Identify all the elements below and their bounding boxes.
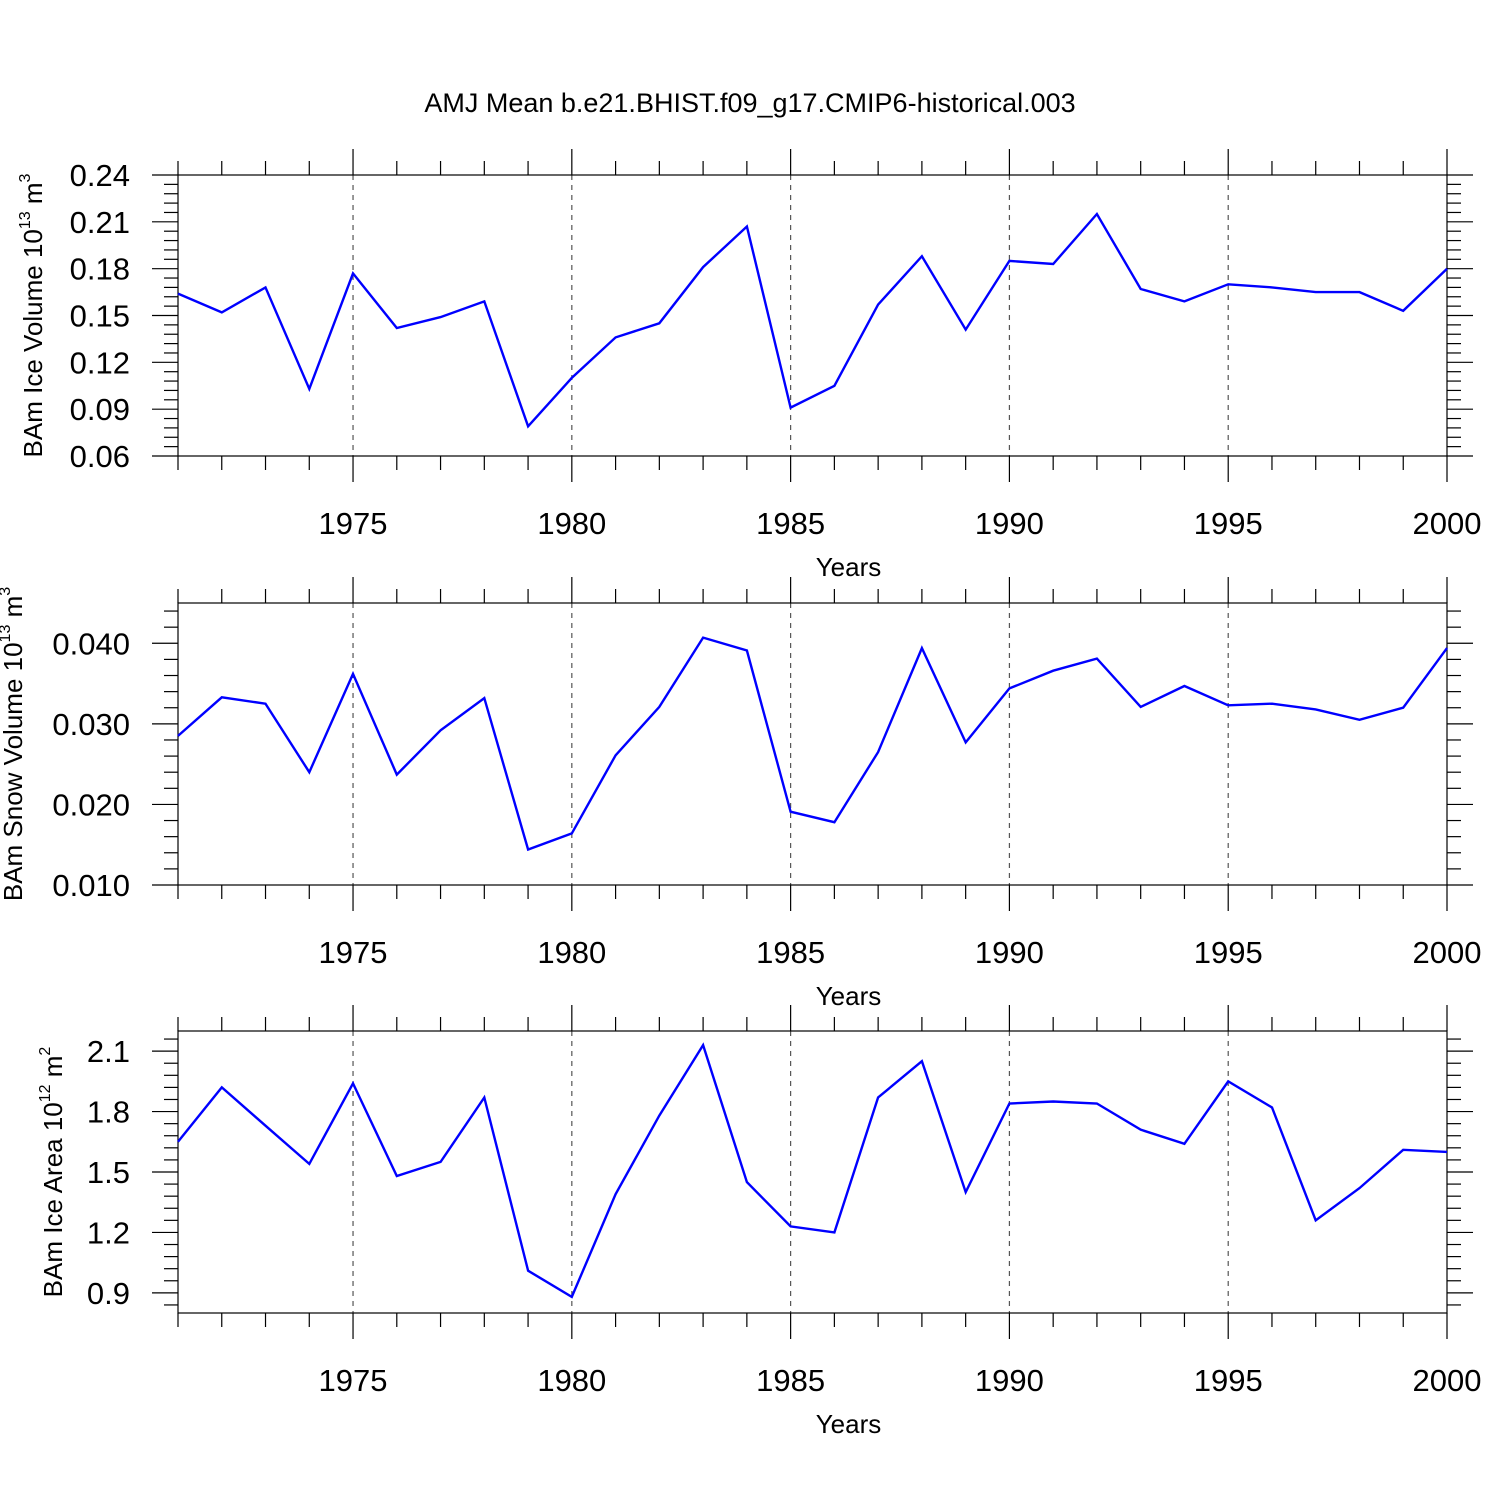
chart-panel-1: 1975 1980 1985 1990 1995 2000 0.06 0.09 0.12 0.15… bbox=[17, 149, 1481, 582]
y-axis-label: BAm Ice Area 1012 m2 bbox=[37, 1047, 68, 1298]
plot-frame bbox=[177, 1030, 1448, 1314]
x-tick-label: 1990 bbox=[975, 506, 1044, 541]
series-line bbox=[177, 636, 1448, 852]
x-tick-label: 1985 bbox=[756, 506, 825, 541]
y-axis-label-sup: 13 bbox=[17, 211, 34, 229]
x-tick-label: 2000 bbox=[1413, 506, 1482, 541]
y-axis-label: BAm Ice Volume 1013 m3 bbox=[17, 173, 48, 457]
plot-frame bbox=[177, 602, 1448, 886]
y-axis-label-unit-sup: 3 bbox=[0, 587, 14, 596]
series-line bbox=[177, 1042, 1448, 1299]
plot-frame bbox=[177, 174, 1448, 457]
y-tick-label: 0.020 bbox=[52, 787, 130, 822]
y-axis-label-unit: m bbox=[38, 1056, 68, 1085]
x-tick-label: 2000 bbox=[1413, 935, 1482, 970]
y-tick-label: 0.09 bbox=[70, 392, 130, 427]
chart-title: AMJ Mean b.e21.BHIST.f09_g17.CMIP6-histo… bbox=[424, 88, 1075, 118]
y-axis-label-text: BAm Ice Volume 10 bbox=[18, 229, 48, 457]
chart-panel-2: 1975 1980 1985 1990 1995 2000 0.010 0.020 0.030 0… bbox=[0, 577, 1481, 1011]
y-tick-label: 1.5 bbox=[87, 1155, 130, 1190]
y-axis-label-sup: 13 bbox=[0, 625, 14, 643]
y-tick-label: 0.12 bbox=[70, 345, 130, 380]
x-tick-label: 1990 bbox=[975, 1363, 1044, 1398]
panels: 1975 1980 1985 1990 1995 2000 0.06 0.09 0.12 0.15… bbox=[0, 149, 1481, 1439]
chart-panel-3: 1975 1980 1985 1990 1995 2000 0.9 1.2 1.5 1.8 2.1 Y… bbox=[37, 1005, 1481, 1439]
x-tick-label: 1980 bbox=[537, 506, 606, 541]
x-tick-label: 1975 bbox=[319, 506, 388, 541]
y-axis-label-unit: m bbox=[0, 596, 28, 625]
y-tick-label: 0.15 bbox=[70, 299, 130, 334]
y-axis-label-text: BAm Snow Volume 10 bbox=[0, 642, 28, 901]
y-tick-label: 1.8 bbox=[87, 1095, 130, 1130]
y-tick-label: 0.06 bbox=[70, 439, 130, 474]
y-axis-label-unit-sup: 2 bbox=[37, 1047, 54, 1056]
x-tick-label: 1975 bbox=[319, 1363, 388, 1398]
x-tick-label: 1995 bbox=[1194, 1363, 1263, 1398]
x-axis-label: Years bbox=[816, 981, 882, 1011]
y-tick-label: 0.24 bbox=[70, 158, 130, 193]
y-axis-label: BAm Snow Volume 1013 m3 bbox=[0, 587, 28, 901]
x-axis-label: Years bbox=[816, 1409, 882, 1439]
x-tick-label: 1980 bbox=[537, 1363, 606, 1398]
y-axis-label-unit-sup: 3 bbox=[17, 173, 34, 182]
y-axis-label-text: BAm Ice Area 10 bbox=[38, 1102, 68, 1297]
x-tick-label: 1985 bbox=[756, 935, 825, 970]
y-tick-label: 0.010 bbox=[52, 868, 130, 903]
x-tick-label: 2000 bbox=[1413, 1363, 1482, 1398]
y-tick-label: 0.18 bbox=[70, 252, 130, 287]
x-tick-label: 1980 bbox=[537, 935, 606, 970]
x-tick-label: 1990 bbox=[975, 935, 1044, 970]
x-tick-label: 1975 bbox=[319, 935, 388, 970]
x-tick-label: 1995 bbox=[1194, 506, 1263, 541]
x-axis-label: Years bbox=[816, 552, 882, 582]
y-tick-label: 0.030 bbox=[52, 707, 130, 742]
y-tick-label: 0.21 bbox=[70, 205, 130, 240]
y-tick-label: 0.9 bbox=[87, 1276, 130, 1311]
y-axis-label-unit: m bbox=[18, 182, 48, 211]
y-axis-label-sup: 12 bbox=[37, 1084, 54, 1102]
y-tick-label: 2.1 bbox=[87, 1034, 130, 1069]
y-tick-label: 1.2 bbox=[87, 1215, 130, 1250]
x-tick-label: 1995 bbox=[1194, 935, 1263, 970]
series-line bbox=[177, 211, 1448, 429]
x-tick-label: 1985 bbox=[756, 1363, 825, 1398]
y-tick-label: 0.040 bbox=[52, 626, 130, 661]
